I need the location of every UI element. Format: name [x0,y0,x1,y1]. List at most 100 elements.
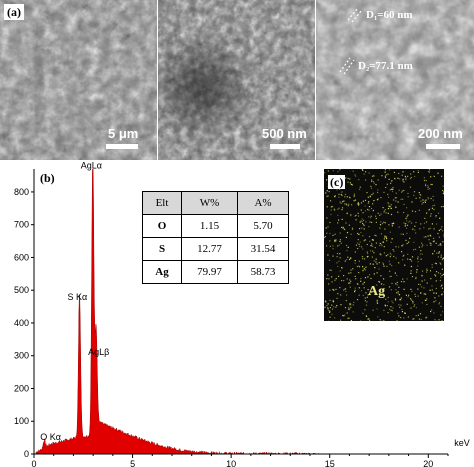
map-dot [375,242,377,244]
map-dot [368,318,370,320]
map-dot [326,232,328,234]
map-dot [355,244,357,246]
peak-label: S Kα [68,292,88,302]
map-dot [398,286,400,288]
map-dot [396,281,398,283]
map-dot [369,221,371,223]
map-dot [348,203,350,205]
map-dot [418,192,420,194]
y-tick-label: 100 [14,416,29,426]
map-dot [394,177,396,179]
map-dot [333,208,335,210]
panel-a-tag: (a) [4,4,24,20]
map-dot [375,235,377,237]
map-dot [424,217,426,219]
map-dot [415,315,417,317]
map-dot [357,202,359,204]
map-dot [432,240,434,243]
map-dot [391,180,393,182]
map-dot [410,299,413,301]
map-dot [372,288,374,290]
map-dot [433,237,435,239]
map-dot [353,195,355,197]
map-dot [354,199,357,201]
map-dot [367,255,369,258]
map-dot [358,266,361,268]
map-dot [395,289,397,291]
map-dot [367,252,369,255]
map-dot [371,193,373,196]
map-dot [339,287,341,289]
map-dot [361,227,363,229]
map-dot [364,269,367,271]
map-dot [421,275,423,277]
map-dot [328,310,330,312]
map-dot [325,227,327,229]
map-dot [340,242,342,244]
map-dot [332,255,334,257]
y-tick-label: 300 [14,351,29,361]
map-dot [439,243,442,245]
map-dot [345,222,347,224]
map-dot [356,283,359,285]
map-dot [440,244,442,246]
map-dot [337,293,339,295]
map-dot [412,318,414,320]
map-dot [440,263,442,265]
cell-atomic: 5.70 [237,214,289,238]
composition-table: Elt W% A% O 1.15 5.70 S 12.77 31.54 Ag 7… [142,191,289,284]
map-dot [355,214,357,216]
map-dot [357,204,360,206]
map-dot [334,317,336,319]
map-dot [404,312,406,314]
map-dot [345,236,347,238]
map-dot [324,236,326,238]
map-dot [439,244,441,246]
map-dot [415,232,417,234]
map-dot [327,307,329,309]
map-dot [432,195,434,197]
map-dots [324,169,444,321]
map-dot [433,292,435,294]
map-dot [403,281,405,283]
map-dot [362,294,364,296]
map-dot [429,270,432,272]
map-dot [437,232,439,235]
map-dot [428,169,431,171]
map-dot [443,291,444,293]
map-dot [372,181,374,183]
y-tick-label: 700 [14,220,29,230]
map-dot [381,282,383,285]
map-dot [426,271,428,273]
map-dot [435,300,437,302]
map-dot [328,278,330,280]
map-dot [402,255,404,257]
map-dot [378,281,380,283]
map-dot [404,175,406,177]
map-dot [430,176,432,178]
map-dot [372,192,374,194]
map-dot [440,276,442,278]
map-dot [324,236,326,239]
map-dot [339,169,341,171]
map-dot [435,215,437,217]
map-dot [355,219,357,221]
map-dot [363,240,365,242]
map-dot [329,245,331,247]
map-dot [365,266,367,268]
map-dot [391,282,393,284]
map-dot [414,293,416,295]
map-dot [385,174,387,176]
map-dot [427,235,429,237]
map-dot [327,254,329,256]
map-dot [361,256,364,258]
map-dot [330,269,332,271]
map-dot [348,224,350,226]
map-dot [350,303,352,305]
map-dot [348,317,350,319]
map-dot [350,233,352,235]
header-weight-percent: W% [181,191,238,215]
map-dot [406,224,409,226]
map-dot [354,287,356,289]
map-dot [341,267,343,269]
